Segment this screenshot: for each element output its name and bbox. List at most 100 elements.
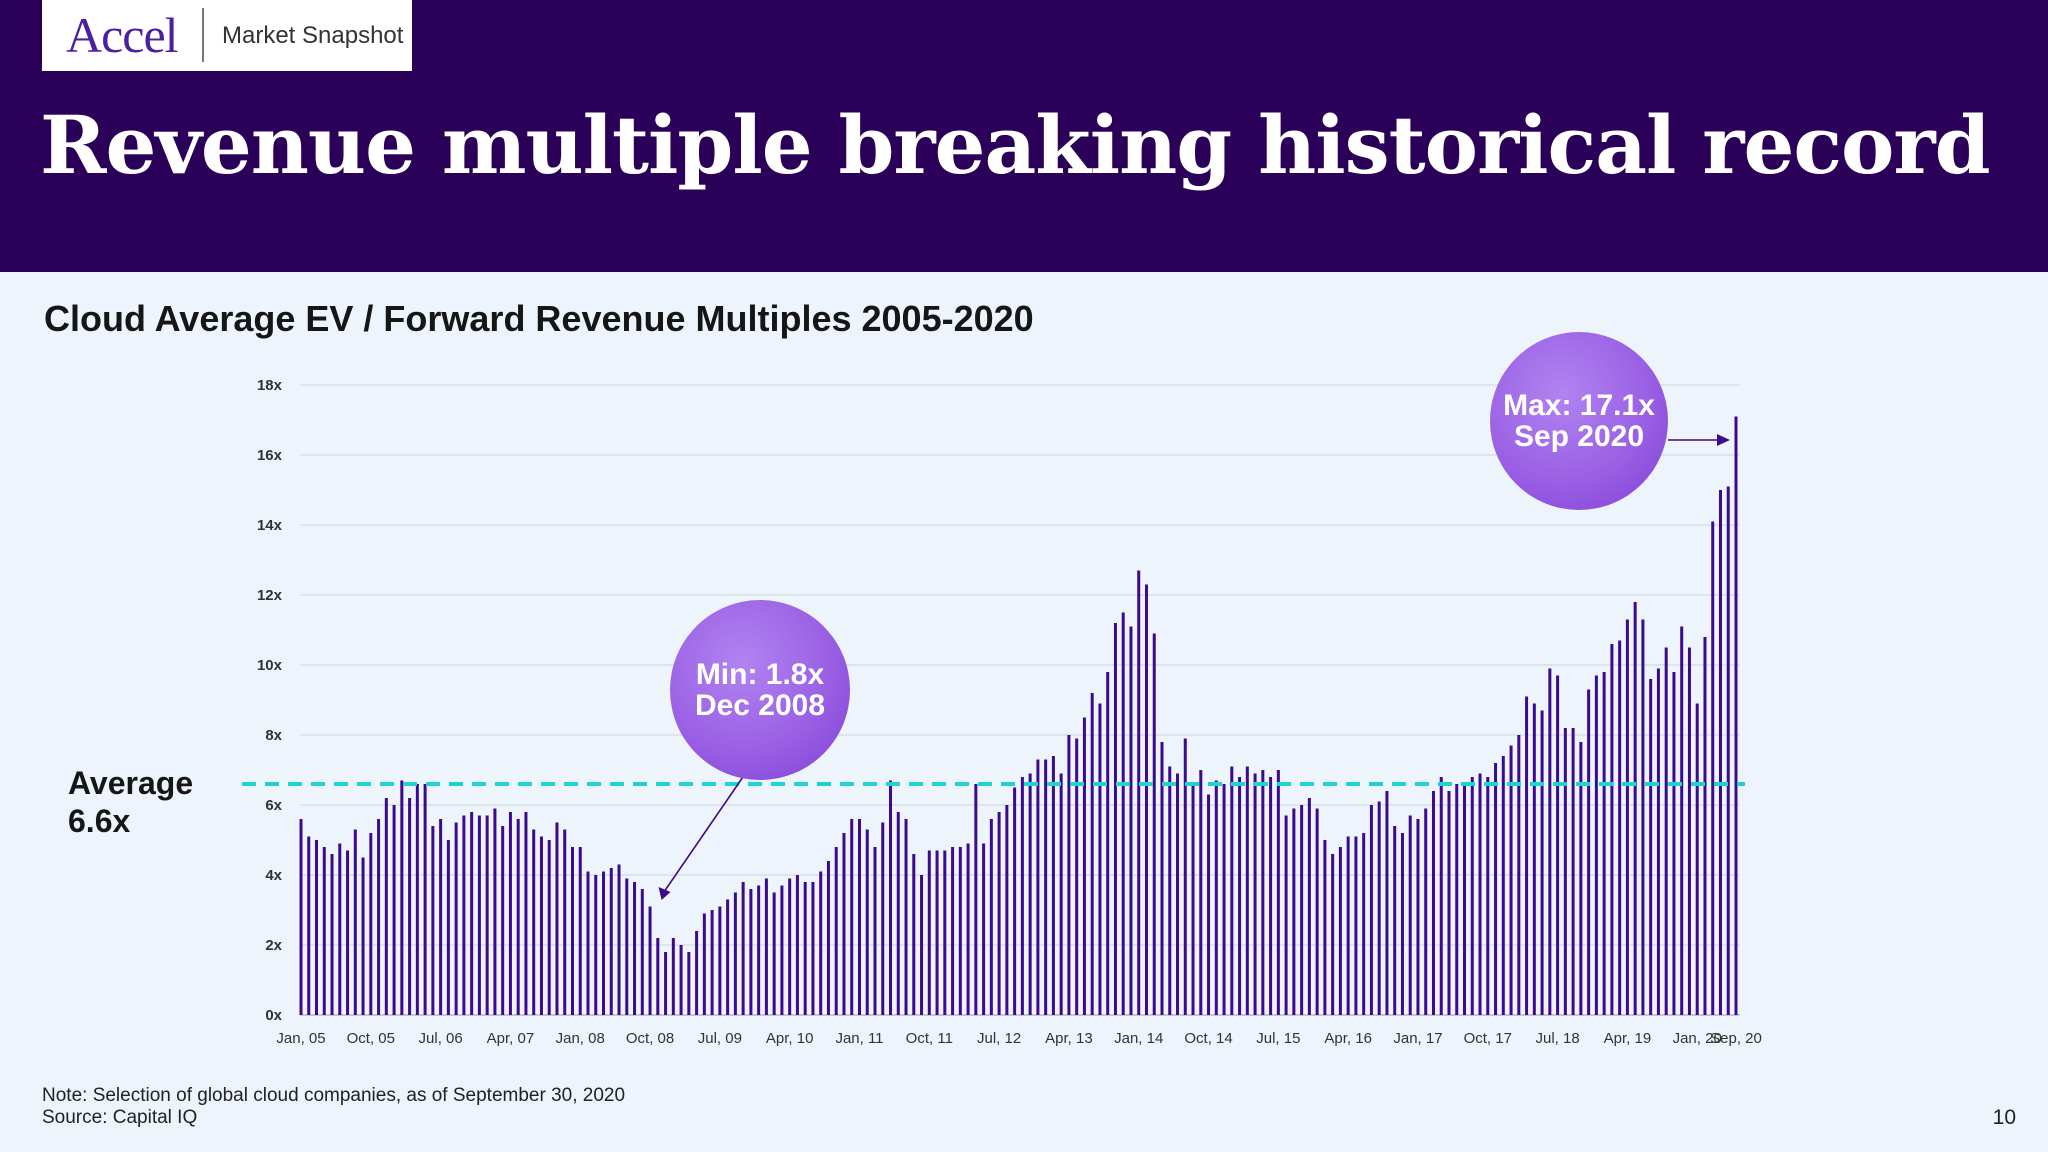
bar <box>547 840 551 1015</box>
y-tick-label: 16x <box>257 447 283 464</box>
bar <box>989 819 993 1015</box>
bar <box>1307 798 1311 1015</box>
page-number: 10 <box>1992 1106 2016 1129</box>
bar <box>1548 668 1552 1015</box>
bar <box>1183 738 1187 1015</box>
bar <box>1556 675 1560 1015</box>
bar <box>1315 808 1319 1015</box>
bar <box>966 843 970 1015</box>
bar <box>889 780 893 1015</box>
bar <box>1455 784 1459 1015</box>
bar <box>772 892 776 1015</box>
bar <box>935 850 939 1015</box>
bar <box>1276 770 1280 1015</box>
min-callout-bubble: Min: 1.8x Dec 2008 <box>670 600 850 780</box>
bar <box>570 847 574 1015</box>
x-axis-ticks: Jan, 05 Oct, 05 Jul, 06 Apr, 07 Jan, 08 Oct, … <box>276 1030 1761 1047</box>
bar <box>1331 854 1335 1015</box>
bar <box>741 882 745 1015</box>
bar <box>834 847 838 1015</box>
bar <box>563 829 567 1015</box>
y-tick-label: 4x <box>265 867 282 884</box>
bar <box>1486 777 1490 1015</box>
bar <box>1067 735 1071 1015</box>
bar <box>1594 675 1598 1015</box>
y-tick-label: 12x <box>257 587 283 604</box>
average-label-value: 6.6x <box>68 803 131 839</box>
bar <box>1160 742 1164 1015</box>
bar <box>1633 602 1637 1015</box>
bar <box>555 822 559 1015</box>
bar <box>322 847 326 1015</box>
bar <box>1509 745 1513 1015</box>
bar <box>1478 773 1482 1015</box>
x-tick-label: Sep, 20 <box>1710 1030 1762 1047</box>
x-tick-label: Jul, 15 <box>1256 1030 1300 1047</box>
bar <box>462 815 466 1015</box>
bar <box>982 843 986 1015</box>
bar <box>1106 672 1110 1015</box>
bar <box>1703 637 1707 1015</box>
bar <box>330 854 334 1015</box>
x-tick-label: Jan, 17 <box>1393 1030 1442 1047</box>
bar <box>795 875 799 1015</box>
bar <box>431 826 435 1015</box>
bar <box>671 938 675 1015</box>
bar <box>757 885 761 1015</box>
bar <box>1245 766 1249 1015</box>
bar <box>1020 777 1024 1015</box>
bar <box>695 931 699 1015</box>
bar <box>1517 735 1521 1015</box>
bar <box>493 808 497 1015</box>
bar <box>1400 833 1404 1015</box>
bar <box>1610 644 1614 1015</box>
x-tick-label: Oct, 14 <box>1184 1030 1232 1047</box>
bar <box>377 819 381 1015</box>
bar <box>640 889 644 1015</box>
bar <box>485 815 489 1015</box>
logo-box: Accel Market Snapshot <box>42 0 412 71</box>
y-tick-label: 0x <box>265 1007 282 1024</box>
bar <box>1137 570 1141 1015</box>
x-tick-label: Oct, 17 <box>1464 1030 1512 1047</box>
bar <box>1687 647 1691 1015</box>
bar <box>1253 773 1257 1015</box>
x-tick-label: Apr, 13 <box>1045 1030 1093 1047</box>
bar <box>338 843 342 1015</box>
x-tick-label: Apr, 19 <box>1604 1030 1652 1047</box>
bar <box>594 875 598 1015</box>
bar <box>951 847 955 1015</box>
x-tick-label: Jan, 05 <box>276 1030 325 1047</box>
bar <box>1680 626 1684 1015</box>
x-tick-label: Oct, 05 <box>347 1030 395 1047</box>
bar <box>865 829 869 1015</box>
bar <box>1129 626 1133 1015</box>
bar <box>780 885 784 1015</box>
max-arrow-head <box>1717 434 1730 446</box>
bar <box>1090 693 1094 1015</box>
header-banner: Accel Market Snapshot Revenue multiple b… <box>0 0 2048 272</box>
bar <box>1121 612 1125 1015</box>
bar <box>353 829 357 1015</box>
bar <box>1463 784 1467 1015</box>
bar <box>920 875 924 1015</box>
x-tick-label: Jan, 20 <box>1673 1030 1722 1047</box>
average-label: Average 6.6x <box>68 764 193 840</box>
bar <box>1734 416 1738 1015</box>
bar <box>912 854 916 1015</box>
bar <box>532 829 536 1015</box>
bar <box>1222 784 1226 1015</box>
bar <box>850 819 854 1015</box>
bar <box>1501 756 1505 1015</box>
bar <box>1424 808 1428 1015</box>
slide-title: Revenue multiple breaking historical rec… <box>40 98 1990 192</box>
bar <box>857 819 861 1015</box>
bar <box>803 882 807 1015</box>
bar <box>477 815 481 1015</box>
y-tick-label: 8x <box>265 727 282 744</box>
bar <box>1152 633 1156 1015</box>
bar <box>1369 805 1373 1015</box>
bar <box>454 822 458 1015</box>
bar <box>656 938 660 1015</box>
bar <box>664 952 668 1015</box>
